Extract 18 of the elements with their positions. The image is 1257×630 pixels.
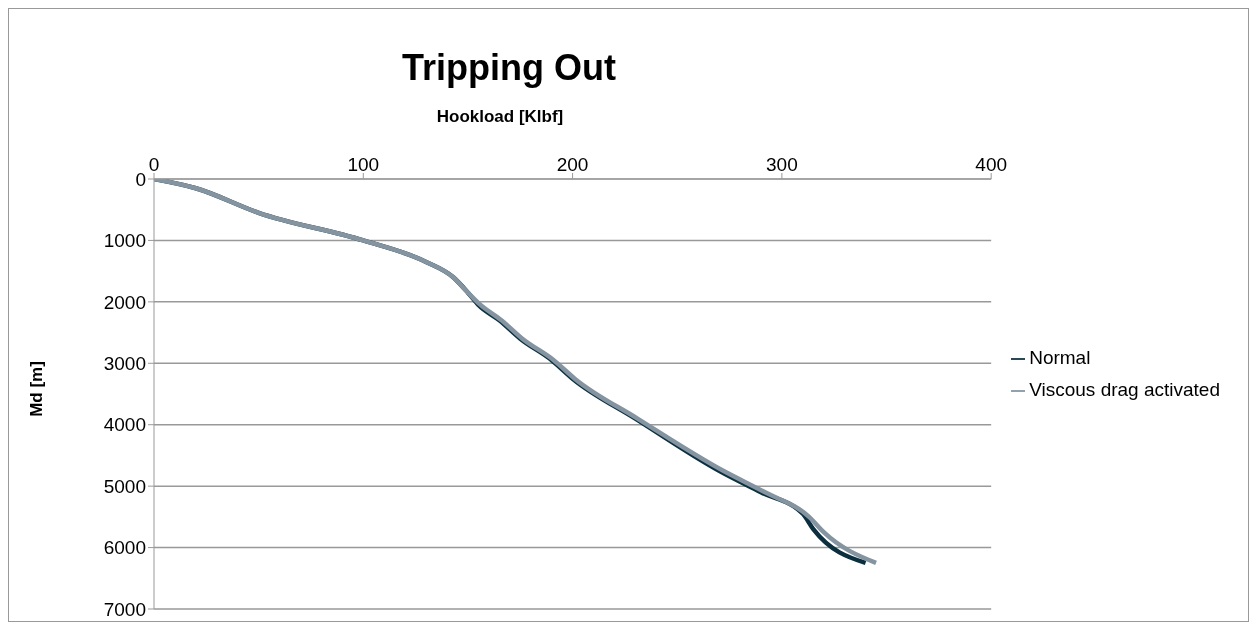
x-tick-label: 100 (347, 154, 380, 175)
x-axis-title: Hookload [Klbf] (435, 107, 565, 127)
x-tick-label: 0 (148, 154, 160, 175)
x-tick-label: 300 (766, 154, 798, 175)
x-tick-label: 200 (556, 154, 589, 175)
x-tick-label: 400 (975, 154, 1008, 175)
y-tick-label: 2000 (103, 291, 146, 313)
y-tick-label: 6000 (103, 537, 146, 559)
y-tick-label: 3000 (103, 353, 146, 375)
y-tick-label: 5000 (103, 475, 146, 497)
y-tick-label: 7000 (103, 598, 146, 620)
legend-label: Viscous drag activated (1029, 379, 1220, 400)
y-tick-label: 1000 (103, 230, 146, 252)
chart-title: Tripping Out (401, 47, 617, 89)
y-axis-title: Md [m] (27, 361, 47, 417)
legend-label: Normal (1029, 347, 1091, 368)
y-tick-label: 4000 (103, 414, 146, 436)
y-tick-label: 0 (135, 168, 146, 190)
